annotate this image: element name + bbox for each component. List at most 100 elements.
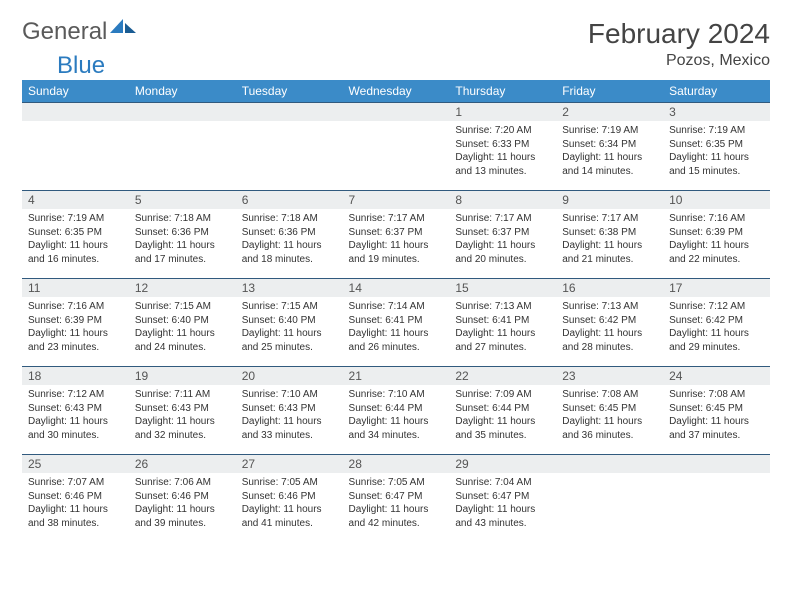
- day-number: 7: [343, 191, 450, 209]
- daylight-text-2: and 21 minutes.: [562, 253, 657, 267]
- day-number: 6: [236, 191, 343, 209]
- daylight-text-2: and 27 minutes.: [455, 341, 550, 355]
- sunset-text: Sunset: 6:46 PM: [242, 490, 337, 504]
- sunset-text: Sunset: 6:43 PM: [28, 402, 123, 416]
- daylight-text-1: Daylight: 11 hours: [349, 503, 444, 517]
- day-header-row: Sunday Monday Tuesday Wednesday Thursday…: [22, 80, 770, 103]
- sunset-text: Sunset: 6:44 PM: [349, 402, 444, 416]
- day-cell: 2Sunrise: 7:19 AMSunset: 6:34 PMDaylight…: [556, 103, 663, 191]
- sunrise-text: Sunrise: 7:08 AM: [562, 388, 657, 402]
- day-body: Sunrise: 7:19 AMSunset: 6:35 PMDaylight:…: [663, 121, 770, 182]
- daylight-text-2: and 43 minutes.: [455, 517, 550, 531]
- daylight-text-1: Daylight: 11 hours: [455, 415, 550, 429]
- dayhead-wed: Wednesday: [343, 80, 450, 103]
- sunrise-text: Sunrise: 7:15 AM: [242, 300, 337, 314]
- week-row: 4Sunrise: 7:19 AMSunset: 6:35 PMDaylight…: [22, 191, 770, 279]
- day-body: Sunrise: 7:20 AMSunset: 6:33 PMDaylight:…: [449, 121, 556, 182]
- daylight-text-2: and 16 minutes.: [28, 253, 123, 267]
- sunset-text: Sunset: 6:39 PM: [669, 226, 764, 240]
- day-number: 10: [663, 191, 770, 209]
- day-cell: 7Sunrise: 7:17 AMSunset: 6:37 PMDaylight…: [343, 191, 450, 279]
- daylight-text-2: and 23 minutes.: [28, 341, 123, 355]
- calendar-page: General February 2024 Pozos, Mexico Blue…: [0, 0, 792, 561]
- sunrise-text: Sunrise: 7:19 AM: [562, 124, 657, 138]
- dayhead-mon: Monday: [129, 80, 236, 103]
- sunrise-text: Sunrise: 7:19 AM: [669, 124, 764, 138]
- sunset-text: Sunset: 6:39 PM: [28, 314, 123, 328]
- dayhead-thu: Thursday: [449, 80, 556, 103]
- day-cell: 22Sunrise: 7:09 AMSunset: 6:44 PMDayligh…: [449, 367, 556, 455]
- sunset-text: Sunset: 6:35 PM: [28, 226, 123, 240]
- day-number: 25: [22, 455, 129, 473]
- day-cell: 14Sunrise: 7:14 AMSunset: 6:41 PMDayligh…: [343, 279, 450, 367]
- day-body: Sunrise: 7:05 AMSunset: 6:47 PMDaylight:…: [343, 473, 450, 534]
- sunrise-text: Sunrise: 7:04 AM: [455, 476, 550, 490]
- day-body: Sunrise: 7:16 AMSunset: 6:39 PMDaylight:…: [22, 297, 129, 358]
- day-cell: 17Sunrise: 7:12 AMSunset: 6:42 PMDayligh…: [663, 279, 770, 367]
- day-body: Sunrise: 7:17 AMSunset: 6:37 PMDaylight:…: [449, 209, 556, 270]
- day-cell: 25Sunrise: 7:07 AMSunset: 6:46 PMDayligh…: [22, 455, 129, 543]
- daylight-text-1: Daylight: 11 hours: [455, 327, 550, 341]
- day-cell: [236, 103, 343, 191]
- day-cell: 6Sunrise: 7:18 AMSunset: 6:36 PMDaylight…: [236, 191, 343, 279]
- sunrise-text: Sunrise: 7:09 AM: [455, 388, 550, 402]
- sunrise-text: Sunrise: 7:17 AM: [562, 212, 657, 226]
- day-cell: [22, 103, 129, 191]
- day-cell: [663, 455, 770, 543]
- sunrise-text: Sunrise: 7:05 AM: [242, 476, 337, 490]
- day-cell: 27Sunrise: 7:05 AMSunset: 6:46 PMDayligh…: [236, 455, 343, 543]
- day-body: Sunrise: 7:17 AMSunset: 6:37 PMDaylight:…: [343, 209, 450, 270]
- day-body: Sunrise: 7:06 AMSunset: 6:46 PMDaylight:…: [129, 473, 236, 534]
- day-cell: [129, 103, 236, 191]
- day-cell: 8Sunrise: 7:17 AMSunset: 6:37 PMDaylight…: [449, 191, 556, 279]
- sunset-text: Sunset: 6:33 PM: [455, 138, 550, 152]
- logo-sail-icon: [110, 17, 136, 35]
- daylight-text-2: and 39 minutes.: [135, 517, 230, 531]
- sunset-text: Sunset: 6:41 PM: [349, 314, 444, 328]
- daylight-text-1: Daylight: 11 hours: [28, 327, 123, 341]
- day-cell: 23Sunrise: 7:08 AMSunset: 6:45 PMDayligh…: [556, 367, 663, 455]
- day-number: 9: [556, 191, 663, 209]
- sunrise-text: Sunrise: 7:18 AM: [135, 212, 230, 226]
- sunrise-text: Sunrise: 7:17 AM: [455, 212, 550, 226]
- sunrise-text: Sunrise: 7:14 AM: [349, 300, 444, 314]
- day-body: Sunrise: 7:12 AMSunset: 6:43 PMDaylight:…: [22, 385, 129, 446]
- day-cell: 3Sunrise: 7:19 AMSunset: 6:35 PMDaylight…: [663, 103, 770, 191]
- header: General February 2024 Pozos, Mexico: [22, 18, 770, 70]
- dayhead-fri: Friday: [556, 80, 663, 103]
- sunrise-text: Sunrise: 7:19 AM: [28, 212, 123, 226]
- daylight-text-1: Daylight: 11 hours: [242, 327, 337, 341]
- sunrise-text: Sunrise: 7:15 AM: [135, 300, 230, 314]
- sunrise-text: Sunrise: 7:20 AM: [455, 124, 550, 138]
- daylight-text-2: and 15 minutes.: [669, 165, 764, 179]
- day-body: Sunrise: 7:04 AMSunset: 6:47 PMDaylight:…: [449, 473, 556, 534]
- day-number: 14: [343, 279, 450, 297]
- day-cell: 4Sunrise: 7:19 AMSunset: 6:35 PMDaylight…: [22, 191, 129, 279]
- day-body: Sunrise: 7:19 AMSunset: 6:35 PMDaylight:…: [22, 209, 129, 270]
- daylight-text-1: Daylight: 11 hours: [455, 239, 550, 253]
- sunset-text: Sunset: 6:42 PM: [562, 314, 657, 328]
- day-number-empty: [236, 103, 343, 121]
- daylight-text-1: Daylight: 11 hours: [28, 503, 123, 517]
- day-number: 15: [449, 279, 556, 297]
- day-body: Sunrise: 7:13 AMSunset: 6:42 PMDaylight:…: [556, 297, 663, 358]
- daylight-text-1: Daylight: 11 hours: [242, 415, 337, 429]
- daylight-text-2: and 26 minutes.: [349, 341, 444, 355]
- sunrise-text: Sunrise: 7:05 AM: [349, 476, 444, 490]
- day-number: 4: [22, 191, 129, 209]
- sunrise-text: Sunrise: 7:10 AM: [242, 388, 337, 402]
- daylight-text-2: and 18 minutes.: [242, 253, 337, 267]
- daylight-text-2: and 22 minutes.: [669, 253, 764, 267]
- day-number: 20: [236, 367, 343, 385]
- day-cell: 15Sunrise: 7:13 AMSunset: 6:41 PMDayligh…: [449, 279, 556, 367]
- sunset-text: Sunset: 6:41 PM: [455, 314, 550, 328]
- daylight-text-2: and 14 minutes.: [562, 165, 657, 179]
- day-body: Sunrise: 7:19 AMSunset: 6:34 PMDaylight:…: [556, 121, 663, 182]
- sunrise-text: Sunrise: 7:18 AM: [242, 212, 337, 226]
- day-body: Sunrise: 7:11 AMSunset: 6:43 PMDaylight:…: [129, 385, 236, 446]
- day-cell: 24Sunrise: 7:08 AMSunset: 6:45 PMDayligh…: [663, 367, 770, 455]
- sunrise-text: Sunrise: 7:16 AM: [669, 212, 764, 226]
- daylight-text-1: Daylight: 11 hours: [669, 151, 764, 165]
- day-body: Sunrise: 7:10 AMSunset: 6:43 PMDaylight:…: [236, 385, 343, 446]
- sunset-text: Sunset: 6:43 PM: [135, 402, 230, 416]
